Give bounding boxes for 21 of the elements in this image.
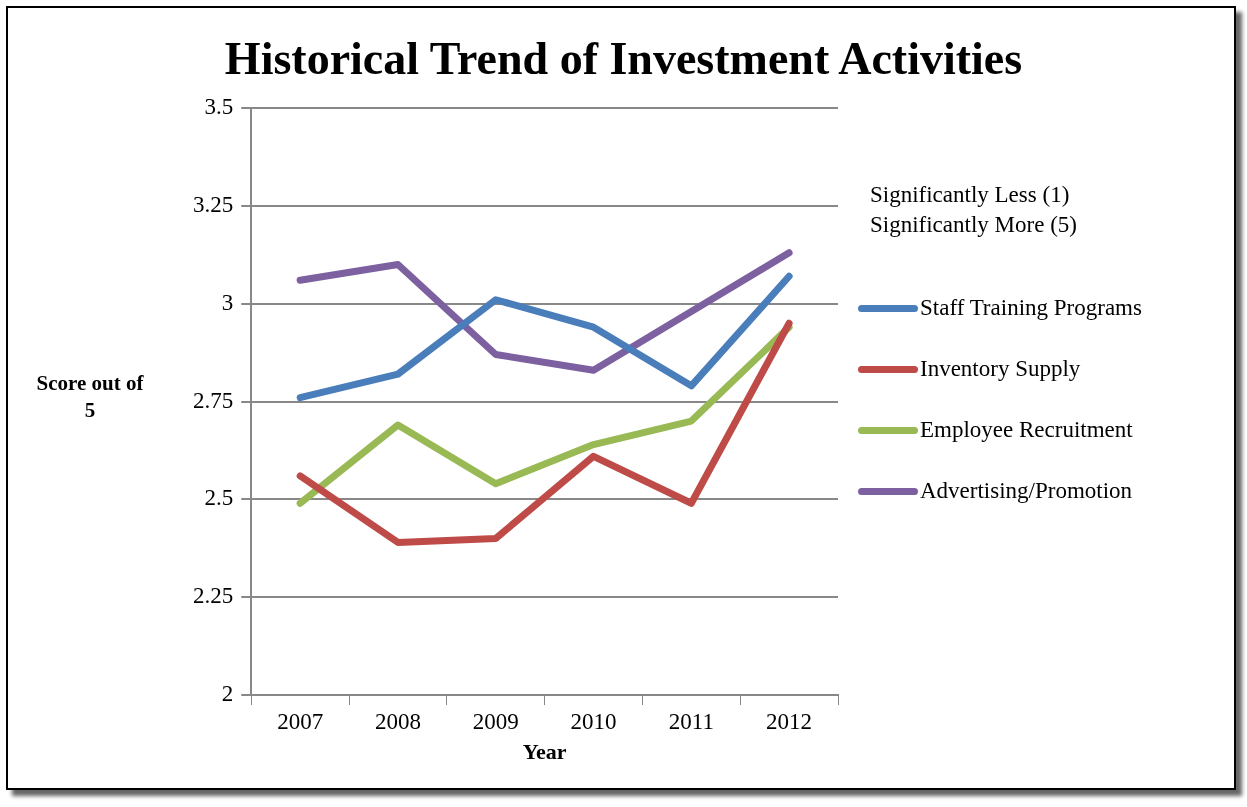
x-tick-label: 2011 xyxy=(668,708,714,734)
y-axis-title: Score out of 5 xyxy=(35,370,145,425)
legend-label: Inventory Supply xyxy=(920,356,1081,383)
y-tick-label: 2.5 xyxy=(204,485,234,511)
x-tick-label: 2007 xyxy=(277,708,324,734)
legend-label: Employee Recruitment xyxy=(920,417,1133,444)
x-tick-label: 2008 xyxy=(374,708,421,734)
y-tick-label: 2.75 xyxy=(193,387,234,413)
y-tick-label: 3.5 xyxy=(204,94,234,120)
y-tick-label: 3.25 xyxy=(193,191,234,217)
x-axis-title: Year xyxy=(522,739,567,765)
y-tick-label: 2.25 xyxy=(193,583,234,609)
legend-label: Advertising/Promotion xyxy=(920,478,1133,505)
y-tick-label: 2 xyxy=(221,681,234,707)
chart-title: Historical Trend of Investment Activities xyxy=(223,32,1024,85)
x-tick-label: 2009 xyxy=(472,708,519,734)
legend-label: Staff Training Programs xyxy=(920,295,1142,322)
y-tick-label: 3 xyxy=(221,289,234,315)
x-tick-label: 2010 xyxy=(570,708,617,734)
x-tick-label: 2012 xyxy=(766,708,813,734)
legend-title: Significantly Less (1) Significantly More (5) xyxy=(870,181,1078,239)
